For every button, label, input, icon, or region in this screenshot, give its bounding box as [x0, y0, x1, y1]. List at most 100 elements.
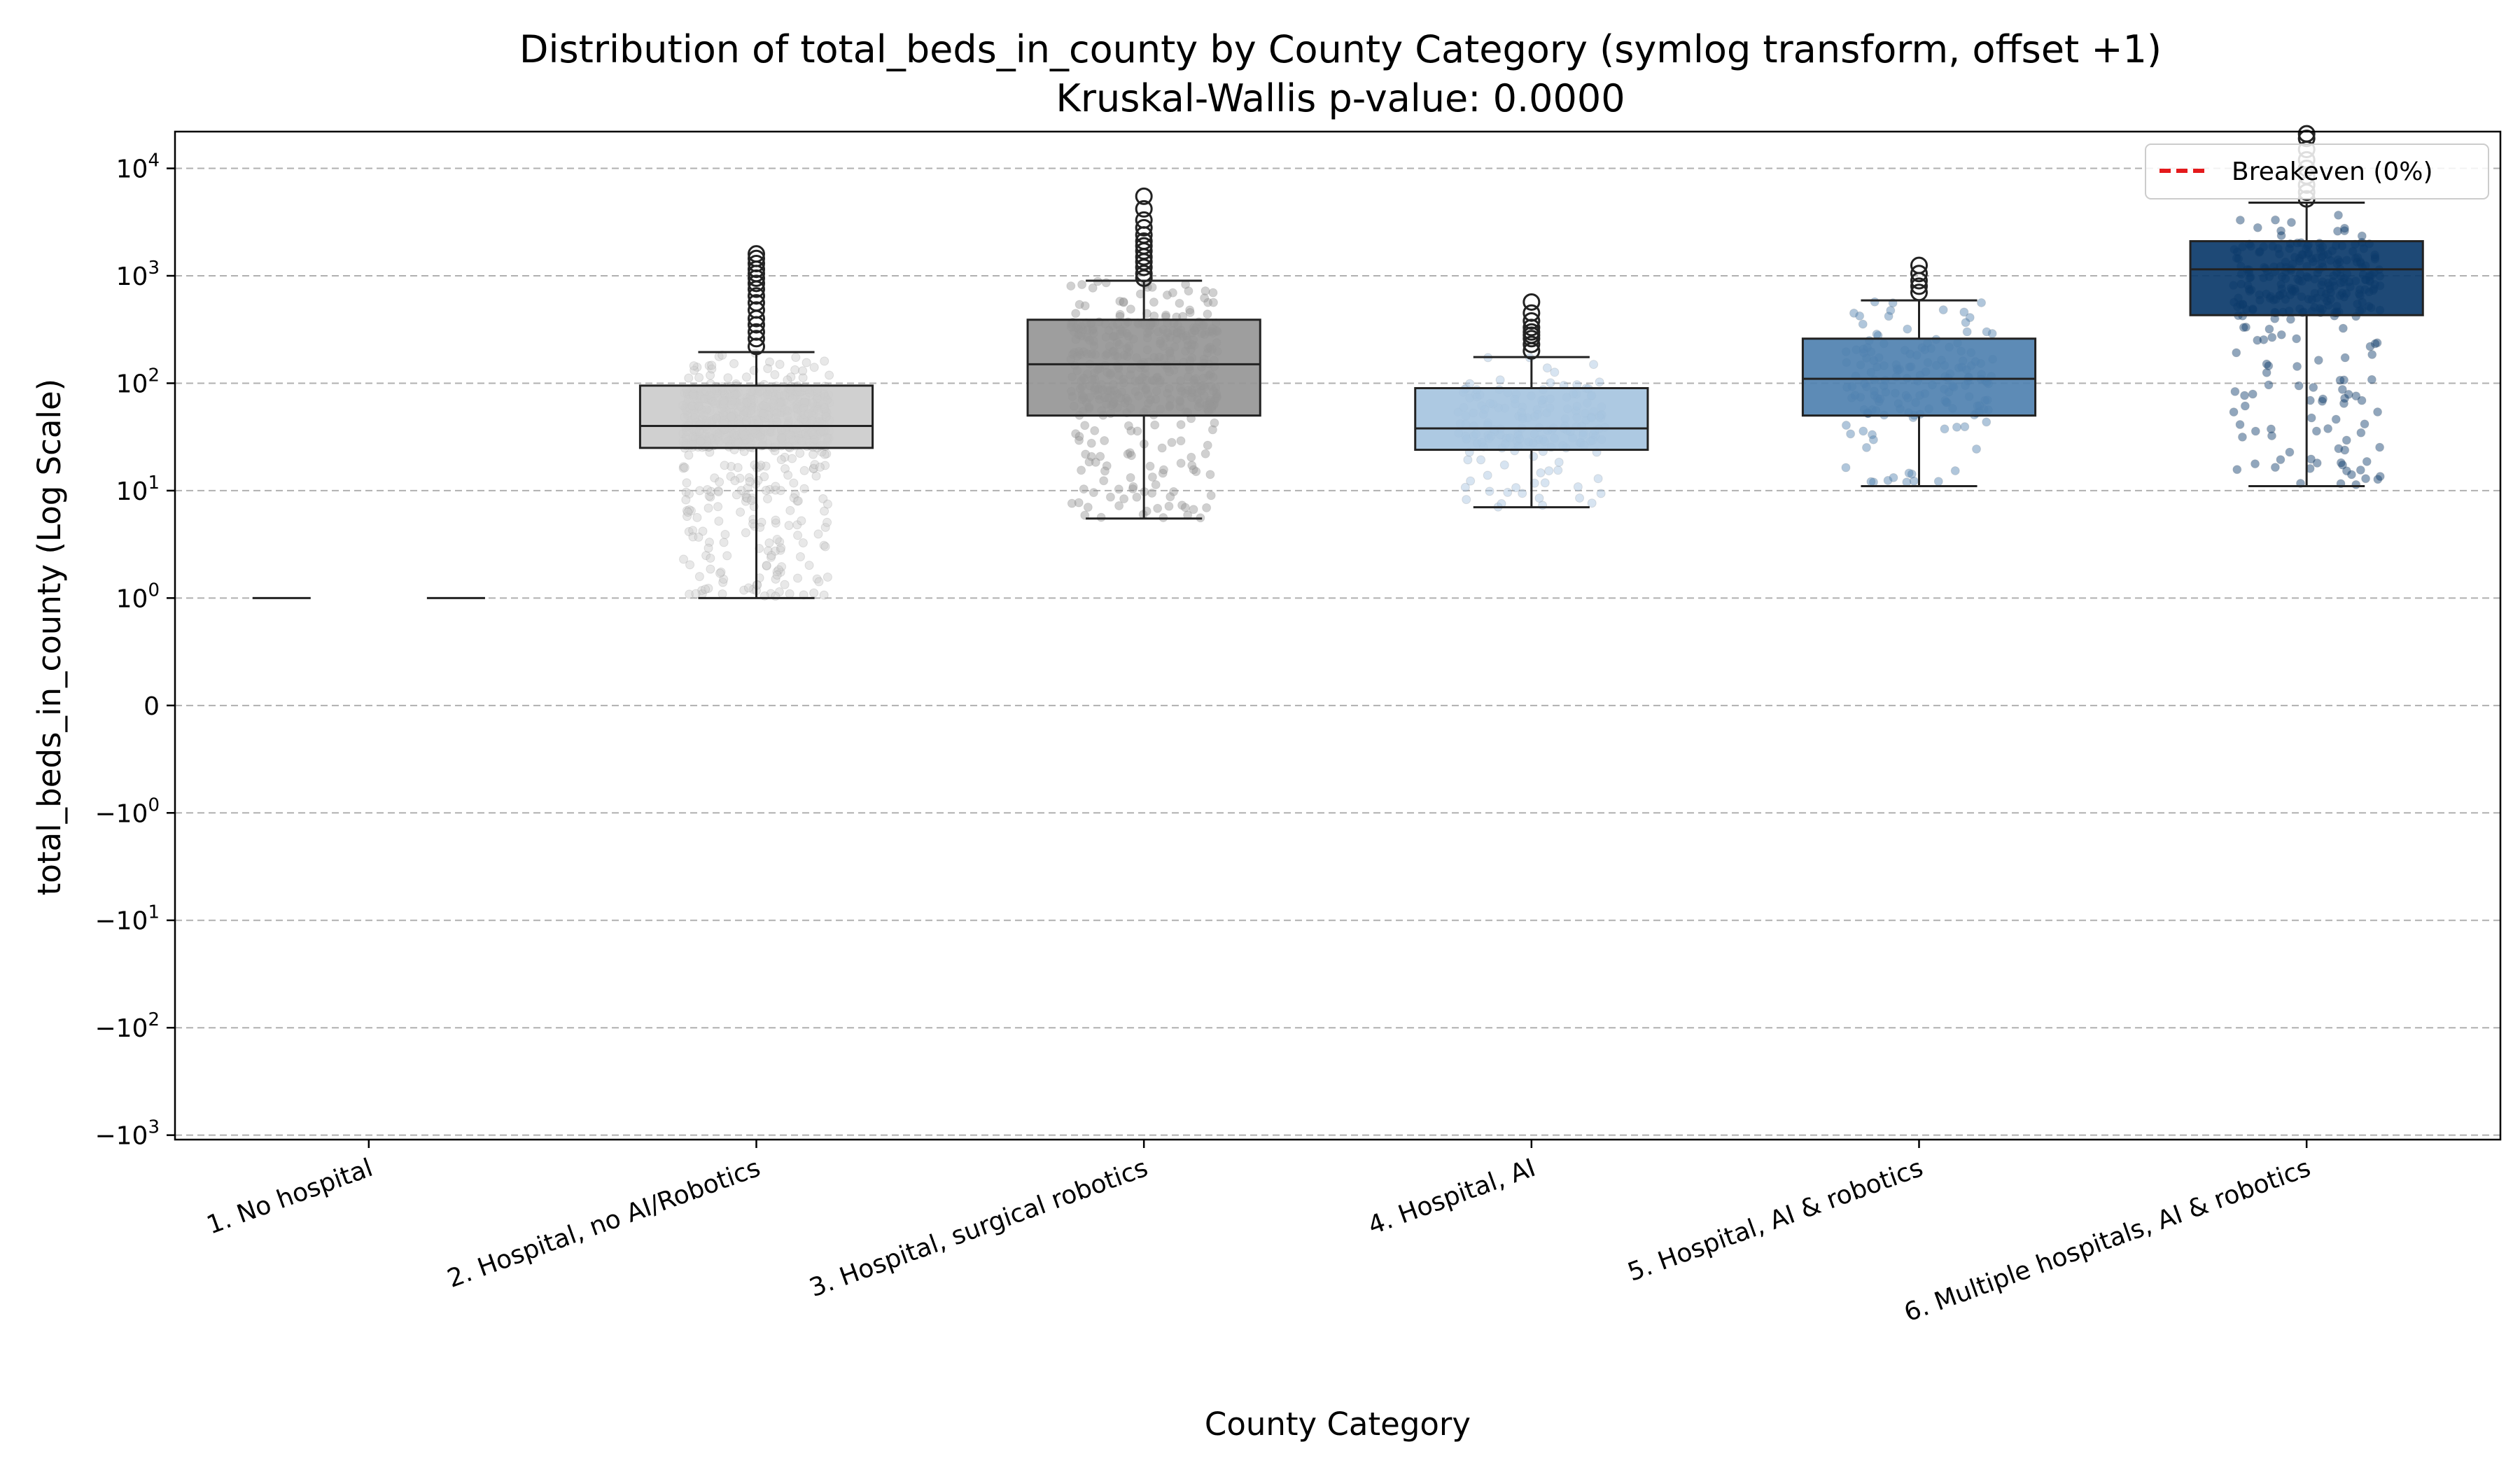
- jitter-point: [764, 357, 774, 367]
- jitter-point: [760, 472, 769, 482]
- jitter-point: [1189, 465, 1198, 475]
- jitter-point: [1071, 429, 1081, 439]
- jitter-point: [763, 363, 773, 373]
- jitter-point: [1100, 436, 1110, 446]
- jitter-point: [736, 486, 746, 496]
- jitter-point: [776, 545, 785, 555]
- jitter-point: [789, 478, 799, 488]
- jitter-point: [1861, 442, 1871, 452]
- y-tick-label: 104: [116, 150, 160, 184]
- jitter-point: [704, 360, 714, 370]
- outlier-point: [1522, 335, 1541, 354]
- jitter-point: [1119, 297, 1128, 307]
- jitter-point: [2250, 426, 2260, 436]
- jitter-point: [761, 461, 771, 471]
- jitter-point: [1846, 429, 1856, 439]
- jitter-point: [1858, 426, 1868, 436]
- jitter-point: [1462, 495, 1471, 505]
- jitter-point: [1114, 484, 1124, 494]
- jitter-point: [1147, 488, 1157, 498]
- jitter-point: [2239, 323, 2248, 332]
- jitter-point: [1079, 484, 1088, 494]
- jitter-point: [692, 512, 702, 522]
- jitter-point: [1088, 488, 1098, 498]
- jitter-point: [690, 365, 699, 375]
- jitter-point: [697, 586, 707, 596]
- jitter-point: [727, 461, 736, 471]
- jitter-point: [2294, 381, 2304, 391]
- box-iqr: [1801, 337, 2037, 417]
- jitter-point: [1100, 466, 1110, 476]
- jitter-point: [1596, 489, 1606, 498]
- jitter-point: [682, 512, 692, 522]
- jitter-point: [688, 526, 698, 536]
- jitter-point: [743, 583, 753, 593]
- jitter-point: [793, 496, 803, 506]
- jitter-point: [1184, 286, 1194, 296]
- jitter-point: [2339, 375, 2349, 385]
- jitter-point: [2276, 226, 2286, 236]
- jitter-point: [1485, 486, 1494, 496]
- jitter-point: [2267, 332, 2277, 342]
- jitter-point: [1205, 470, 1215, 479]
- jitter-point: [741, 493, 751, 503]
- jitter-point: [736, 507, 746, 517]
- jitter-point: [2240, 401, 2250, 411]
- jitter-point: [685, 505, 694, 514]
- jitter-point: [1176, 458, 1186, 468]
- jitter-point: [1868, 435, 1878, 444]
- jitter-point: [1203, 440, 1212, 450]
- jitter-point: [2292, 361, 2302, 371]
- jitter-point: [1080, 421, 1090, 430]
- jitter-point: [1180, 503, 1190, 512]
- jitter-point: [1164, 501, 1174, 511]
- jitter-point: [720, 461, 729, 470]
- jitter-point: [1208, 298, 1218, 307]
- jitter-point: [710, 473, 720, 483]
- jitter-point: [1855, 311, 1865, 321]
- jitter-point: [1123, 449, 1133, 459]
- jitter-point: [1495, 375, 1505, 385]
- jitter-point: [704, 543, 713, 553]
- jitter-point: [1952, 422, 1961, 432]
- jitter-point: [2372, 338, 2382, 348]
- jitter-point: [681, 495, 691, 505]
- jitter-point: [1074, 435, 1084, 445]
- jitter-point: [1841, 421, 1851, 430]
- jitter-point: [1587, 498, 1597, 508]
- jitter-point: [1841, 463, 1851, 472]
- jitter-point: [691, 589, 701, 598]
- jitter-point: [694, 372, 704, 382]
- jitter-point: [1175, 298, 1184, 308]
- jitter-point: [686, 506, 696, 516]
- jitter-point: [1176, 420, 1186, 430]
- jitter-point: [1959, 307, 1969, 317]
- jitter-point: [1105, 492, 1115, 502]
- jitter-point: [791, 352, 801, 362]
- jitter-point: [684, 526, 694, 536]
- jitter-point: [1518, 489, 1527, 498]
- box-layer: [252, 125, 2424, 600]
- jitter-point: [1540, 478, 1550, 488]
- jitter-point: [2309, 383, 2318, 393]
- outlier-point: [748, 245, 765, 263]
- jitter-point: [1542, 363, 1552, 373]
- jitter-point: [2264, 324, 2274, 334]
- jitter-point: [743, 483, 752, 493]
- outlier-point: [748, 323, 765, 341]
- jitter-point: [2264, 380, 2274, 390]
- jitter-point: [2230, 386, 2240, 396]
- jitter-point: [2323, 424, 2333, 433]
- jitter-point: [785, 505, 795, 515]
- jitter-point: [793, 573, 803, 583]
- jitter-point: [771, 518, 780, 528]
- jitter-point: [1210, 418, 1219, 428]
- jitter-point: [780, 464, 790, 474]
- jitter-point: [733, 463, 743, 472]
- jitter-point: [1534, 493, 1544, 503]
- outlier-point: [1910, 265, 1928, 283]
- jitter-point: [1483, 470, 1492, 480]
- y-tick-label: −100: [94, 794, 160, 828]
- jitter-point: [723, 373, 733, 383]
